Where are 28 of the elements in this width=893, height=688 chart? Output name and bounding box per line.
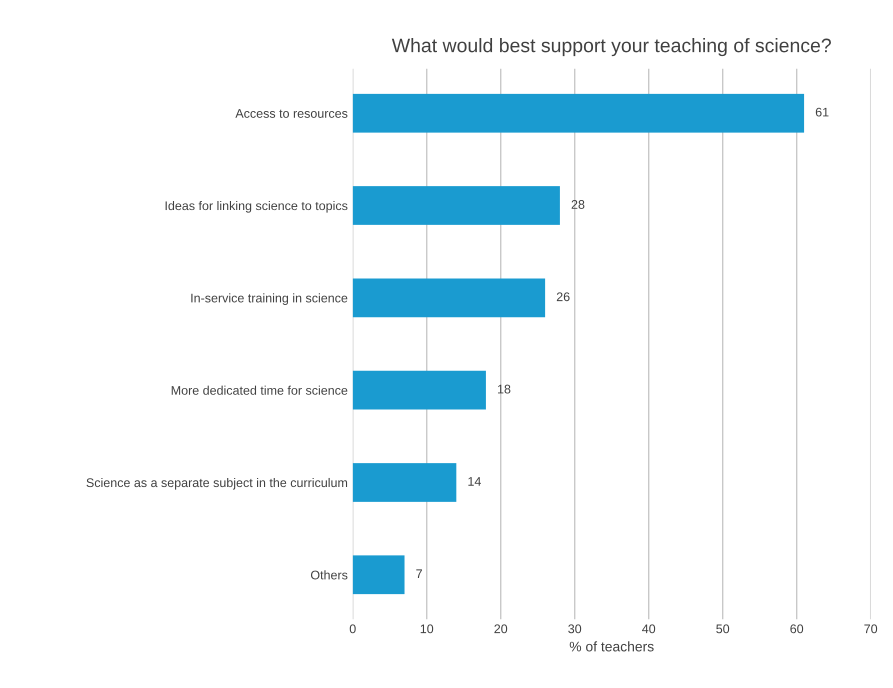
bar [352, 463, 456, 502]
x-tick-label: 10 [420, 624, 434, 634]
bar [352, 186, 560, 225]
data-label: 26 [556, 292, 570, 302]
data-label: 28 [572, 200, 584, 209]
x-tick-label: 50 [716, 624, 730, 634]
x-tick-label: 20 [494, 624, 508, 634]
x-tick-label: 30 [568, 624, 582, 634]
x-axis-title: % of teachers [570, 641, 654, 652]
data-label: 18 [498, 384, 510, 394]
data-label: 14 [468, 477, 481, 486]
y-tick-label: Access to resources [235, 109, 348, 118]
x-tick-label: 40 [642, 624, 656, 634]
x-tick-label: 70 [864, 624, 878, 634]
y-tick-label: More dedicated time for science [172, 386, 348, 395]
y-tick-label: Others [310, 570, 348, 580]
y-tick-label: Ideas for linking science to topics [166, 200, 348, 213]
bar [352, 555, 405, 594]
chart-title: What would best support your teaching of science? [392, 38, 831, 56]
y-tick-label: Science as a separate subject in the curriculum [86, 478, 348, 490]
data-label: 61 [816, 108, 828, 117]
bar [352, 370, 486, 410]
bar [352, 94, 804, 133]
x-tick-label: 0 [350, 624, 356, 634]
data-label: 7 [416, 569, 422, 578]
y-tick-label: In-service training in science [191, 293, 348, 305]
x-tick-label: 60 [790, 624, 804, 634]
bar [352, 278, 546, 318]
